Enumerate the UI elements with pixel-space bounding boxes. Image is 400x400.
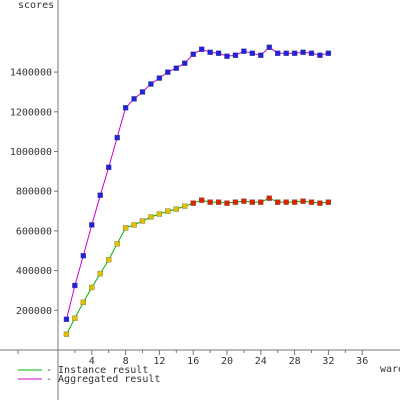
aggregated-data-point <box>131 96 137 102</box>
series-line-instance <box>66 197 329 335</box>
instance-data-point <box>258 199 264 205</box>
aggregated-data-point <box>63 316 70 322</box>
instance-data-point <box>291 199 298 205</box>
aggregated-data-point <box>97 192 103 198</box>
instance-data-point <box>325 199 332 205</box>
instance-data-point <box>165 208 171 214</box>
aggregated-data-point <box>89 222 95 228</box>
x-tick-label: 32 <box>322 356 334 367</box>
aggregated-data-point <box>215 50 222 56</box>
instance-data-point <box>198 197 205 203</box>
instance-data-point <box>317 200 323 206</box>
instance-data-point <box>106 257 112 263</box>
aggregated-data-point <box>317 52 323 58</box>
instance-data-point <box>182 203 188 209</box>
aggregated-data-point <box>182 60 188 66</box>
y-tick-label: 1200000 <box>10 107 52 118</box>
aggregated-data-point <box>232 52 239 58</box>
aggregated-data-point <box>224 53 230 59</box>
aggregated-data-point <box>291 50 298 56</box>
instance-data-point <box>241 198 247 204</box>
instance-data-point <box>249 199 256 205</box>
aggregated-data-point <box>114 134 120 141</box>
x-tick-label: 36 <box>356 356 368 367</box>
instance-data-point <box>80 299 86 306</box>
y-tick-label: 800000 <box>16 187 52 198</box>
x-tick-label: 4 <box>89 356 95 367</box>
aggregated-data-point <box>156 75 163 81</box>
aggregated-data-point <box>173 65 179 71</box>
instance-data-point <box>308 199 315 205</box>
x-tick-label: 20 <box>221 356 233 367</box>
instance-data-point <box>207 199 213 205</box>
x-axis-title: warehouses <box>380 364 400 375</box>
series-markers <box>63 44 332 337</box>
aggregated-data-point <box>258 52 264 58</box>
legend-label: - Aggregated result <box>46 374 160 385</box>
series-lines <box>66 46 329 335</box>
series-line-aggregated <box>66 46 329 320</box>
y-tick-label: 1400000 <box>10 68 52 79</box>
instance-data-point <box>190 200 196 206</box>
instance-data-point <box>224 200 230 206</box>
instance-data-point <box>300 198 306 204</box>
aggregated-data-point <box>308 50 315 56</box>
aggregated-data-point <box>106 164 112 171</box>
x-tick-label: 28 <box>289 356 301 367</box>
aggregated-data-point <box>266 44 272 50</box>
aggregated-data-point <box>72 282 78 289</box>
aggregated-data-point <box>148 81 154 87</box>
aggregated-data-point <box>283 50 289 56</box>
instance-data-point <box>114 241 120 247</box>
aggregated-data-point <box>198 46 205 52</box>
x-tick-label: 8 <box>123 356 129 367</box>
aggregated-data-point <box>139 89 146 95</box>
y-tick-label: 400000 <box>16 266 52 277</box>
aggregated-data-point <box>165 69 171 75</box>
aggregated-data-point <box>122 105 129 111</box>
instance-data-point <box>156 211 163 217</box>
aggregated-data-point <box>325 50 332 56</box>
chart-legend: - Instance result- Aggregated result <box>18 365 160 385</box>
y-axis-title: scores <box>18 0 54 11</box>
aggregated-data-point <box>80 253 86 259</box>
instance-data-point <box>266 195 272 201</box>
aggregated-data-point <box>241 48 247 54</box>
instance-data-point <box>139 218 146 224</box>
instance-data-point <box>283 199 289 205</box>
instance-data-point <box>232 199 239 205</box>
x-tick-label: 12 <box>153 356 165 367</box>
y-tick-label: 1000000 <box>10 147 52 158</box>
instance-data-point <box>122 225 129 231</box>
instance-data-point <box>97 270 103 277</box>
y-tick-label: 600000 <box>16 226 52 237</box>
instance-data-point <box>173 206 179 212</box>
aggregated-data-point <box>249 50 256 56</box>
instance-data-point <box>215 199 222 205</box>
instance-data-point <box>63 331 70 337</box>
legend-label: - Instance result <box>46 365 148 376</box>
y-tick-label: 200000 <box>16 306 52 317</box>
aggregated-data-point <box>275 50 281 56</box>
instance-data-point <box>148 214 154 220</box>
aggregated-data-point <box>300 49 306 55</box>
aggregated-data-point <box>190 51 196 57</box>
instance-data-point <box>72 315 78 321</box>
aggregated-data-point <box>207 49 213 55</box>
instance-data-point <box>131 222 137 228</box>
x-tick-label: 24 <box>255 356 267 367</box>
instance-data-point <box>89 284 95 291</box>
x-tick-label: 16 <box>187 356 199 367</box>
instance-data-point <box>275 199 281 205</box>
